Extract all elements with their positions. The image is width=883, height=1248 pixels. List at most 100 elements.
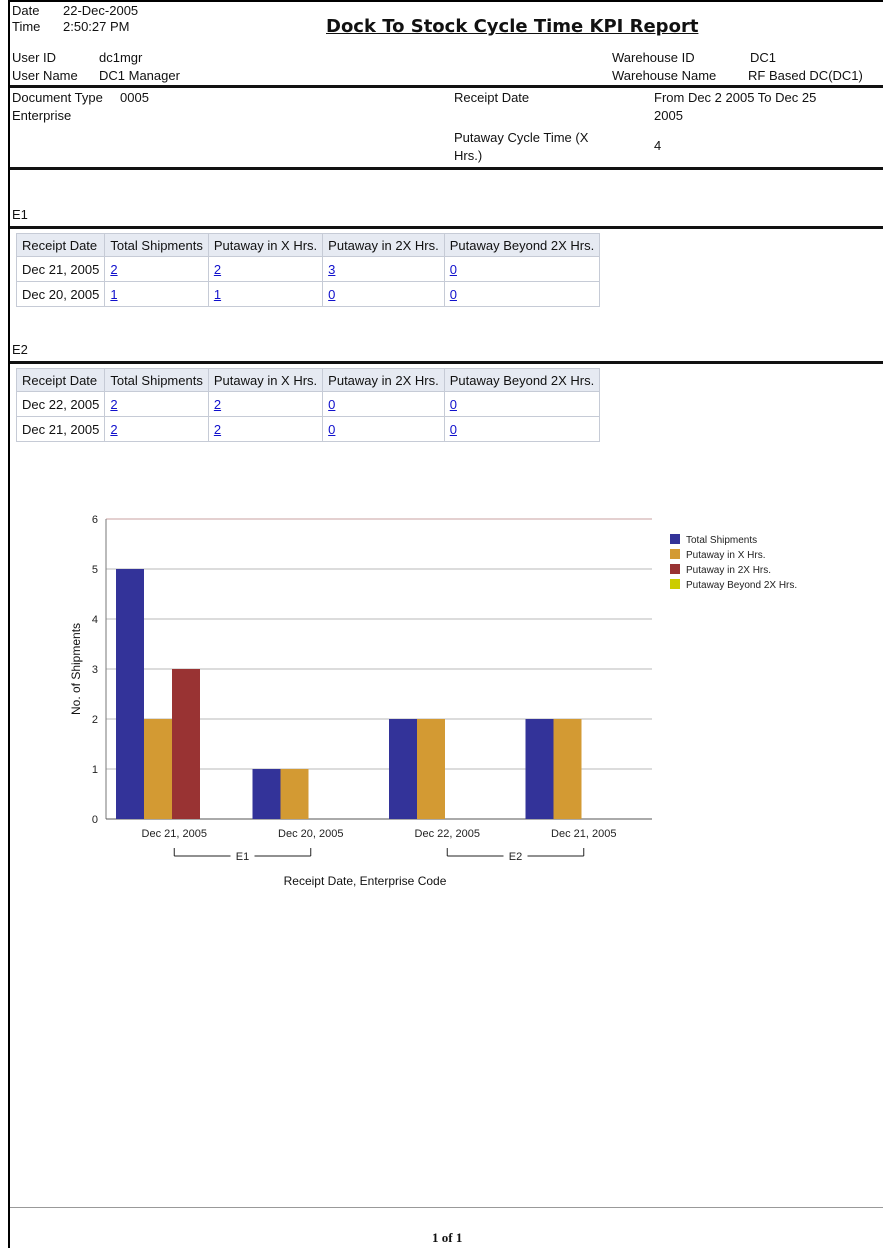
enterprise-label: Enterprise — [12, 108, 72, 123]
warehouse-id-value: DC1 — [750, 50, 777, 65]
bar — [553, 719, 582, 819]
user-name-value: DC1 Manager — [99, 68, 180, 83]
y-tick-label: 1 — [92, 764, 98, 776]
putaway-beyond-link[interactable]: 0 — [449, 261, 457, 277]
column-header: Total Shipments — [104, 233, 209, 257]
y-tick-label: 6 — [92, 514, 98, 526]
receipt-date-cell: Dec 21, 2005 — [15, 256, 106, 282]
y-tick-label: 0 — [92, 814, 98, 826]
column-header: Total Shipments — [104, 368, 209, 392]
cycle-time-value: 4 — [654, 138, 662, 153]
date-value: 22-Dec-2005 — [63, 3, 139, 18]
x-tick-label: Dec 20, 2005 — [278, 828, 343, 840]
legend-label: Putaway Beyond 2X Hrs. — [686, 580, 797, 591]
total-shipments-link[interactable]: 1 — [110, 286, 118, 302]
table-header-row: Receipt Date Total Shipments Putaway in … — [15, 368, 601, 392]
kpi-table-e1: Receipt Date Total Shipments Putaway in … — [15, 233, 601, 307]
table-row: Dec 21, 2005 2 2 0 0 — [15, 416, 601, 442]
legend-label: Total Shipments — [686, 535, 757, 546]
x-tick-label: Dec 21, 2005 — [142, 828, 207, 840]
column-header: Putaway Beyond 2X Hrs. — [443, 368, 601, 392]
column-header: Putaway Beyond 2X Hrs. — [443, 233, 601, 257]
doc-type-value: 0005 — [120, 90, 149, 105]
total-shipments-link[interactable]: 2 — [110, 261, 118, 277]
legend-swatch — [670, 564, 680, 574]
column-header: Receipt Date — [15, 233, 106, 257]
group-label-e2: E2 — [12, 342, 28, 357]
bar — [116, 569, 144, 819]
column-header: Putaway in X Hrs. — [207, 368, 324, 392]
y-axis-title: No. of Shipments — [69, 623, 83, 715]
legend-swatch — [670, 579, 680, 589]
footer-divider — [10, 1207, 883, 1208]
x-tick-label: Dec 22, 2005 — [415, 828, 480, 840]
x-axis-title: Receipt Date, Enterprise Code — [284, 874, 447, 888]
putaway-beyond-link[interactable]: 0 — [449, 396, 457, 412]
bar — [280, 769, 309, 819]
putaway-x-link[interactable]: 2 — [213, 396, 222, 412]
bar — [417, 719, 445, 819]
cycle-time-label-line1: Putaway Cycle Time (X — [454, 130, 589, 145]
doc-type-label: Document Type — [12, 90, 103, 105]
user-name-label: User Name — [12, 68, 78, 83]
putaway-2x-link[interactable]: 3 — [328, 261, 336, 277]
putaway-x-link[interactable]: 2 — [213, 261, 222, 277]
receipt-date-cell: Dec 22, 2005 — [15, 391, 106, 417]
bar — [172, 669, 200, 819]
divider — [10, 226, 883, 229]
warehouse-id-label: Warehouse ID — [612, 50, 695, 65]
table-row: Dec 22, 2005 2 2 0 0 — [15, 391, 601, 417]
bar — [389, 719, 417, 819]
user-id-value: dc1mgr — [99, 50, 143, 65]
table-header-row: Receipt Date Total Shipments Putaway in … — [15, 233, 601, 257]
putaway-x-link[interactable]: 1 — [213, 286, 222, 302]
warehouse-name-value: RF Based DC(DC1) — [748, 68, 863, 83]
bar — [252, 769, 281, 819]
time-label: Time — [12, 19, 41, 34]
receipt-date-cell: Dec 21, 2005 — [15, 416, 106, 442]
column-header: Putaway in X Hrs. — [207, 233, 324, 257]
y-tick-label: 5 — [92, 564, 98, 576]
divider — [10, 167, 883, 170]
receipt-date-cell: Dec 20, 2005 — [15, 281, 106, 307]
x-tick-label: Dec 21, 2005 — [551, 828, 616, 840]
receipt-date-label: Receipt Date — [454, 90, 530, 105]
bar — [144, 719, 172, 819]
kpi-table-e2: Receipt Date Total Shipments Putaway in … — [15, 368, 601, 442]
cycle-time-label-line2: Hrs.) — [454, 148, 483, 163]
divider — [10, 361, 883, 364]
user-id-label: User ID — [12, 50, 57, 65]
putaway-beyond-link[interactable]: 0 — [449, 421, 457, 437]
putaway-x-link[interactable]: 2 — [213, 421, 222, 437]
total-shipments-link[interactable]: 2 — [110, 396, 118, 412]
group-label-e1: E1 — [12, 207, 28, 222]
report-title: Dock To Stock Cycle Time KPI Report — [326, 16, 699, 37]
bar — [525, 719, 554, 819]
receipt-date-range-line2: 2005 — [654, 108, 683, 123]
warehouse-name-label: Warehouse Name — [612, 68, 717, 83]
divider — [10, 85, 883, 88]
shipments-bar-chart: 0 1 2 3 4 5 6 Dec 21, 2005 Dec 20, 2005 Dec 22, 2… — [69, 514, 797, 888]
table-row: Dec 21, 2005 2 2 3 0 — [15, 256, 601, 282]
receipt-date-range-line1: From Dec 2 2005 To Dec 25 — [654, 90, 817, 105]
putaway-2x-link[interactable]: 0 — [328, 396, 336, 412]
total-shipments-link[interactable]: 2 — [110, 421, 118, 437]
page-number: 1 of 1 — [432, 1230, 463, 1245]
table-row: Dec 20, 2005 1 1 0 0 — [15, 281, 601, 307]
putaway-2x-link[interactable]: 0 — [328, 286, 336, 302]
report-page: Date 22-Dec-2005 Time 2:50:27 PM Dock To… — [8, 0, 883, 1248]
group-label: E1 — [236, 851, 249, 863]
group-label: E2 — [509, 851, 522, 863]
y-tick-label: 4 — [92, 614, 98, 626]
legend-label: Putaway in X Hrs. — [686, 550, 765, 561]
y-tick-label: 2 — [92, 714, 98, 726]
putaway-2x-link[interactable]: 0 — [328, 421, 336, 437]
legend-swatch — [670, 534, 680, 544]
putaway-beyond-link[interactable]: 0 — [449, 286, 457, 302]
date-label: Date — [12, 3, 40, 18]
column-header: Putaway in 2X Hrs. — [322, 368, 445, 392]
column-header: Putaway in 2X Hrs. — [322, 233, 445, 257]
y-tick-label: 3 — [92, 664, 98, 676]
legend-label: Putaway in 2X Hrs. — [686, 565, 771, 576]
column-header: Receipt Date — [15, 368, 106, 392]
